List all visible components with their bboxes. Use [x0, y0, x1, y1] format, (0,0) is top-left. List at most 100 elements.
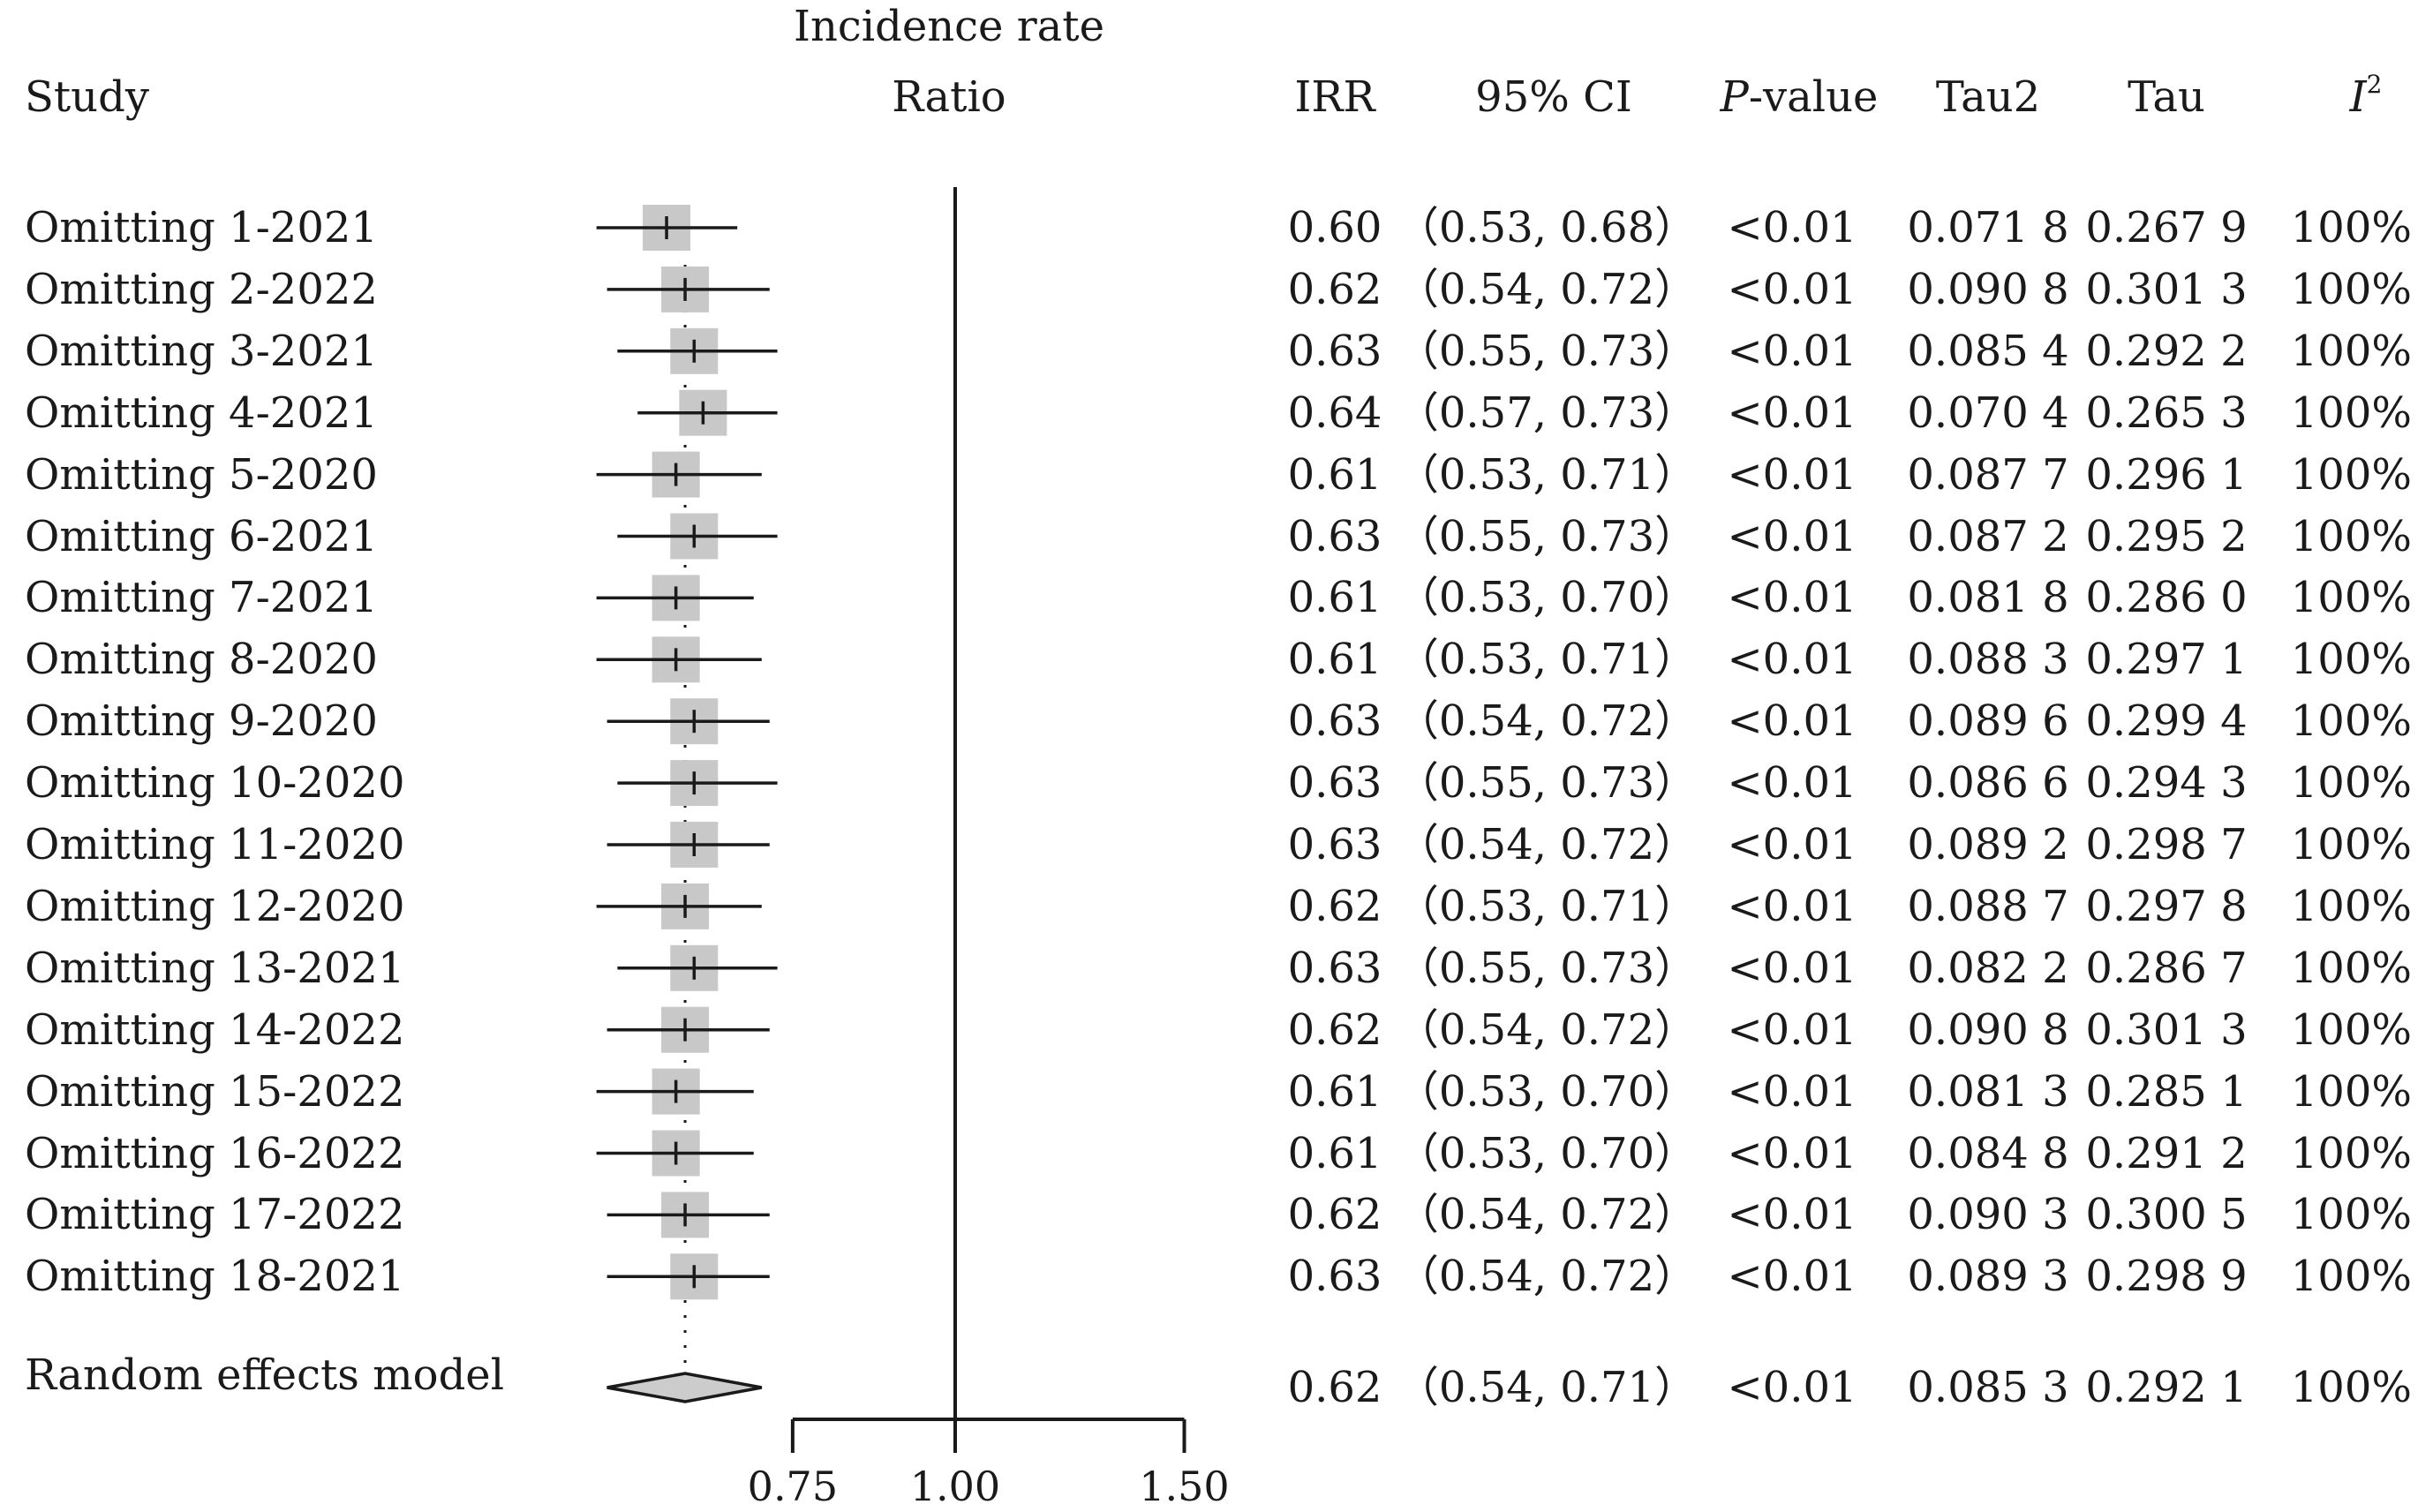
ci-value: （0.54, 0.72）	[1396, 1004, 1698, 1055]
header-ci: 95% CI	[1475, 72, 1632, 122]
ci-value: （0.54, 0.72）	[1396, 1252, 1698, 1302]
irr-value: 0.61	[1287, 449, 1382, 500]
study-label: Omitting 3-2021	[25, 326, 378, 376]
tau-value: 0.292 2	[2085, 326, 2248, 376]
ci-value: （0.53, 0.68）	[1396, 203, 1698, 252]
header-p-value: P-value	[1721, 76, 1879, 118]
tau-value: 0.301 3	[2085, 264, 2248, 314]
tau-value: 0.286 7	[2085, 943, 2248, 993]
header-tau2: Tau2	[1935, 72, 2041, 122]
x-axis-group: 0.75 1.00 1.50	[748, 1418, 1230, 1510]
tau2-value: 0.086 6	[1907, 758, 2069, 809]
tau2-value: 0.089 3	[1907, 1252, 2069, 1302]
irr-value: 0.63	[1287, 758, 1382, 809]
irr-value: 0.63	[1287, 326, 1382, 376]
p-value: <0.01	[1727, 449, 1857, 500]
i2-value: 100%	[2290, 326, 2412, 376]
ci-value: （0.53, 0.71）	[1396, 881, 1698, 931]
ci-value: （0.55, 0.73）	[1396, 758, 1698, 809]
summary-diamond-group	[606, 1372, 763, 1403]
p-value: <0.01	[1727, 573, 1857, 623]
tau2-value: 0.087 2	[1907, 511, 2069, 561]
ci-value: （0.57, 0.73）	[1396, 387, 1698, 438]
tau-value: 0.297 8	[2085, 881, 2248, 931]
summary-label: Random effects model	[25, 1350, 505, 1400]
ci-value: （0.53, 0.70）	[1396, 573, 1698, 623]
x-axis-tick-label: 0.75	[748, 1463, 838, 1510]
tau2-value: 0.071 8	[1907, 203, 2069, 252]
p-value: <0.01	[1727, 326, 1857, 376]
header-plot-title-line1: Incidence rate	[794, 2, 1104, 51]
p-value: <0.01	[1727, 758, 1857, 809]
ci-value: （0.54, 0.72）	[1396, 1190, 1698, 1240]
irr-value: 0.63	[1287, 943, 1382, 993]
study-label: Omitting 16-2022	[25, 1128, 405, 1178]
study-label: Omitting 9-2020	[25, 696, 378, 747]
i2-value: 100%	[2290, 203, 2412, 252]
study-label: Omitting 13-2021	[25, 943, 405, 993]
i2-value: 100%	[2290, 264, 2412, 314]
tau-value: 0.291 2	[2085, 1128, 2248, 1178]
study-label: Omitting 2-2022	[25, 264, 378, 314]
study-label: Omitting 15-2022	[25, 1066, 405, 1117]
tau2-value: 0.081 8	[1907, 573, 2069, 623]
p-value: <0.01	[1727, 387, 1857, 438]
p-value: <0.01	[1727, 1004, 1857, 1055]
ci-value: （0.55, 0.73）	[1396, 511, 1698, 561]
irr-value: 0.60	[1287, 203, 1382, 252]
tau2-value: 0.070 4	[1907, 387, 2069, 438]
p-value: <0.01	[1727, 203, 1857, 252]
i2-value: 100%	[2290, 1252, 2412, 1302]
x-axis-tick-label: 1.50	[1139, 1463, 1229, 1510]
summary-tau2-value: 0.085 3	[1907, 1363, 2069, 1412]
summary-tau-value: 0.292 1	[2085, 1363, 2248, 1412]
tau2-value: 0.081 3	[1907, 1066, 2069, 1117]
study-marks-group	[596, 205, 778, 1300]
irr-value: 0.62	[1287, 264, 1382, 314]
i2-value: 100%	[2290, 1066, 2412, 1117]
summary-i2-value: 100%	[2290, 1363, 2412, 1412]
header-i2-sup: 2	[2366, 70, 2383, 99]
summary-diamond	[606, 1372, 763, 1403]
header-i2-base: I	[2349, 72, 2367, 122]
ci-value: （0.53, 0.71）	[1396, 635, 1698, 685]
summary-ci-value: （0.54, 0.71）	[1396, 1363, 1698, 1412]
tau-value: 0.299 4	[2085, 696, 2248, 747]
i2-value: 100%	[2290, 573, 2412, 623]
tau-value: 0.285 1	[2085, 1066, 2248, 1117]
tau2-value: 0.082 2	[1907, 943, 2069, 993]
header-p-rest: -value	[1748, 72, 1879, 122]
study-label: Omitting 17-2022	[25, 1190, 405, 1240]
tau-value: 0.300 5	[2085, 1190, 2248, 1240]
tau-value: 0.298 7	[2085, 820, 2248, 869]
tau-value: 0.297 1	[2085, 635, 2248, 685]
ci-value: （0.53, 0.71）	[1396, 449, 1698, 500]
header-study: Study	[25, 72, 149, 122]
header-i2: I2	[2350, 72, 2383, 119]
study-label: Omitting 4-2021	[25, 387, 378, 438]
header-tau: Tau	[2128, 72, 2205, 122]
irr-value: 0.63	[1287, 511, 1382, 561]
summary-p-value: <0.01	[1727, 1363, 1857, 1412]
irr-value: 0.63	[1287, 1252, 1382, 1302]
study-label: Omitting 7-2021	[25, 573, 378, 623]
tau2-value: 0.090 3	[1907, 1190, 2069, 1240]
p-value: <0.01	[1727, 1128, 1857, 1178]
study-label: Omitting 1-2021	[25, 203, 378, 252]
ci-value: （0.54, 0.72）	[1396, 820, 1698, 869]
i2-value: 100%	[2290, 635, 2412, 685]
tau2-value: 0.090 8	[1907, 1004, 2069, 1055]
tau2-value: 0.089 2	[1907, 820, 2069, 869]
i2-value: 100%	[2290, 1190, 2412, 1240]
irr-value: 0.63	[1287, 696, 1382, 747]
i2-value: 100%	[2290, 820, 2412, 869]
summary-irr-value: 0.62	[1287, 1363, 1382, 1412]
irr-value: 0.62	[1287, 1190, 1382, 1240]
p-value: <0.01	[1727, 943, 1857, 993]
header-plot-title-line2: Ratio	[892, 72, 1006, 122]
study-label: Omitting 8-2020	[25, 635, 378, 685]
irr-value: 0.62	[1287, 1004, 1382, 1055]
tau-value: 0.294 3	[2085, 758, 2248, 809]
tau2-value: 0.088 3	[1907, 635, 2069, 685]
header-irr: IRR	[1294, 72, 1375, 122]
